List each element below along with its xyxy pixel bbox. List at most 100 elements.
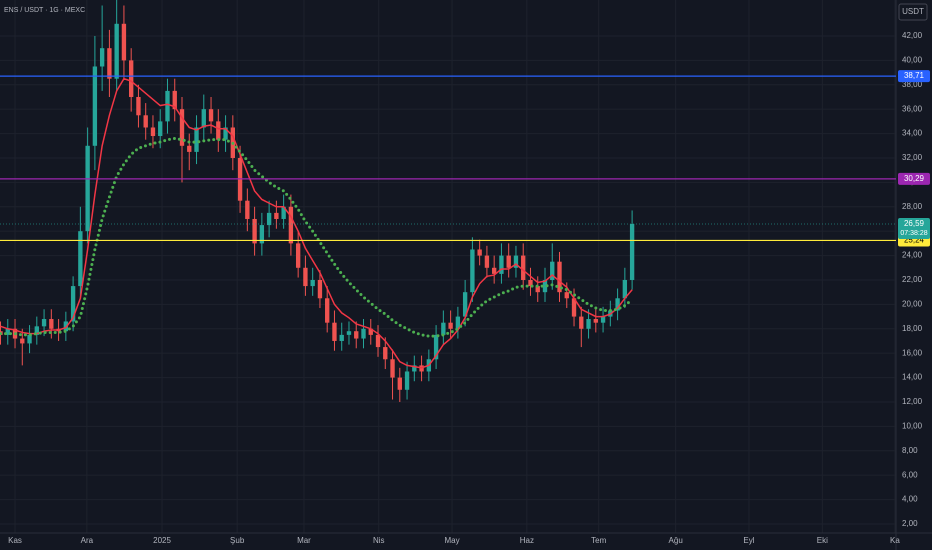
price-tag bbox=[898, 172, 930, 185]
price-tag-label: 30,29 bbox=[904, 174, 925, 183]
y-tick-label: 40,00 bbox=[902, 55, 923, 64]
price-tag-label: 38,71 bbox=[904, 71, 925, 80]
x-tick-label: Mar bbox=[297, 536, 311, 545]
x-tick-label: May bbox=[445, 536, 460, 545]
candle-body bbox=[564, 292, 569, 299]
candle-body bbox=[513, 255, 519, 268]
candle-body bbox=[491, 267, 497, 274]
y-tick-label: 6,00 bbox=[902, 470, 918, 479]
candle-body bbox=[303, 267, 308, 287]
currency-button[interactable] bbox=[898, 3, 928, 21]
currency-label[interactable]: USDT bbox=[902, 7, 924, 16]
candle-body bbox=[433, 334, 439, 360]
candle-body bbox=[390, 359, 395, 378]
candle-body bbox=[622, 279, 628, 299]
candle-body bbox=[172, 90, 177, 110]
candle-body bbox=[187, 145, 192, 152]
last-price-tag bbox=[898, 217, 930, 239]
candle-body bbox=[259, 225, 265, 244]
x-tick-label: 2025 bbox=[153, 536, 171, 545]
candle-body bbox=[295, 243, 301, 268]
y-tick-label: 28,00 bbox=[902, 202, 923, 211]
candle-body bbox=[194, 127, 199, 152]
candle-body bbox=[310, 279, 315, 287]
candle-body bbox=[129, 60, 134, 97]
candle-body bbox=[107, 48, 112, 79]
candle-body bbox=[49, 319, 54, 329]
candle-body bbox=[535, 286, 540, 293]
y-tick-label: 42,00 bbox=[902, 31, 923, 40]
x-tick-label: Haz bbox=[520, 536, 534, 545]
candle-body bbox=[274, 212, 279, 219]
x-tick-label: Tem bbox=[591, 536, 606, 545]
candle-body bbox=[34, 326, 39, 335]
y-tick-label: 34,00 bbox=[902, 129, 923, 138]
x-tick-label: Kas bbox=[8, 536, 22, 545]
candle-body bbox=[339, 334, 344, 341]
candle-body bbox=[615, 298, 620, 311]
y-tick-label: 36,00 bbox=[902, 104, 923, 113]
candle-body bbox=[201, 109, 206, 128]
x-tick-label: Ağu bbox=[669, 536, 683, 545]
y-tick-label: 14,00 bbox=[902, 373, 923, 382]
y-tick-label: 22,00 bbox=[902, 275, 923, 284]
candle-body bbox=[332, 322, 337, 341]
countdown-label: 07:38:28 bbox=[900, 230, 927, 237]
moving-average bbox=[0, 136, 634, 338]
y-tick-label: 10,00 bbox=[902, 421, 923, 430]
candle-body bbox=[223, 127, 228, 140]
candle-body bbox=[114, 23, 119, 79]
candle-body bbox=[629, 223, 635, 280]
candle-body bbox=[521, 255, 526, 280]
candle-body bbox=[150, 127, 156, 137]
moving-average bbox=[0, 77, 633, 369]
candle-body bbox=[70, 286, 76, 322]
candle-body bbox=[245, 200, 250, 219]
y-tick-label: 20,00 bbox=[902, 299, 923, 308]
candle-body bbox=[325, 298, 330, 323]
x-tick-label: Nis bbox=[373, 536, 385, 545]
x-tick-label: Şub bbox=[230, 536, 245, 545]
candle-body bbox=[252, 218, 257, 244]
x-tick-label: Ara bbox=[81, 536, 94, 545]
candle-body bbox=[354, 331, 359, 339]
candle-body bbox=[528, 279, 533, 287]
candle-body bbox=[477, 249, 482, 256]
candle-body bbox=[143, 115, 148, 128]
candle-body bbox=[441, 322, 446, 335]
candle-body bbox=[600, 316, 606, 323]
candle-body bbox=[288, 206, 294, 244]
candle-body bbox=[586, 319, 591, 329]
candle-body bbox=[542, 279, 548, 293]
y-tick-label: 18,00 bbox=[902, 324, 923, 333]
candle-body bbox=[397, 377, 402, 390]
candle-body bbox=[216, 121, 221, 140]
candle-body bbox=[375, 334, 381, 348]
y-tick-label: 38,00 bbox=[902, 80, 923, 89]
candle-body bbox=[99, 48, 105, 67]
candle-body bbox=[484, 255, 490, 268]
candle-body bbox=[158, 121, 163, 137]
candle-body bbox=[368, 328, 373, 335]
candle-body bbox=[383, 347, 388, 360]
last-price-label: 26,59 bbox=[904, 219, 925, 228]
candle-body bbox=[5, 328, 10, 335]
candle-body bbox=[462, 292, 468, 317]
candle-body bbox=[448, 322, 453, 329]
candle-body bbox=[78, 231, 83, 287]
price-tag-label: 25,24 bbox=[904, 236, 925, 245]
candle-body bbox=[506, 255, 511, 268]
candle-body bbox=[361, 328, 366, 339]
candle-body bbox=[571, 298, 577, 317]
candle-body bbox=[470, 249, 475, 293]
candle-body bbox=[136, 96, 141, 116]
candle-body bbox=[41, 319, 47, 327]
candle-body bbox=[404, 371, 410, 390]
candle-body bbox=[20, 338, 25, 344]
y-tick-label: 8,00 bbox=[902, 446, 918, 455]
y-tick-label: 4,00 bbox=[902, 495, 918, 504]
symbol-title: ENS / USDT · 1G · MEXC bbox=[4, 7, 85, 14]
y-tick-label: 32,00 bbox=[902, 153, 923, 162]
